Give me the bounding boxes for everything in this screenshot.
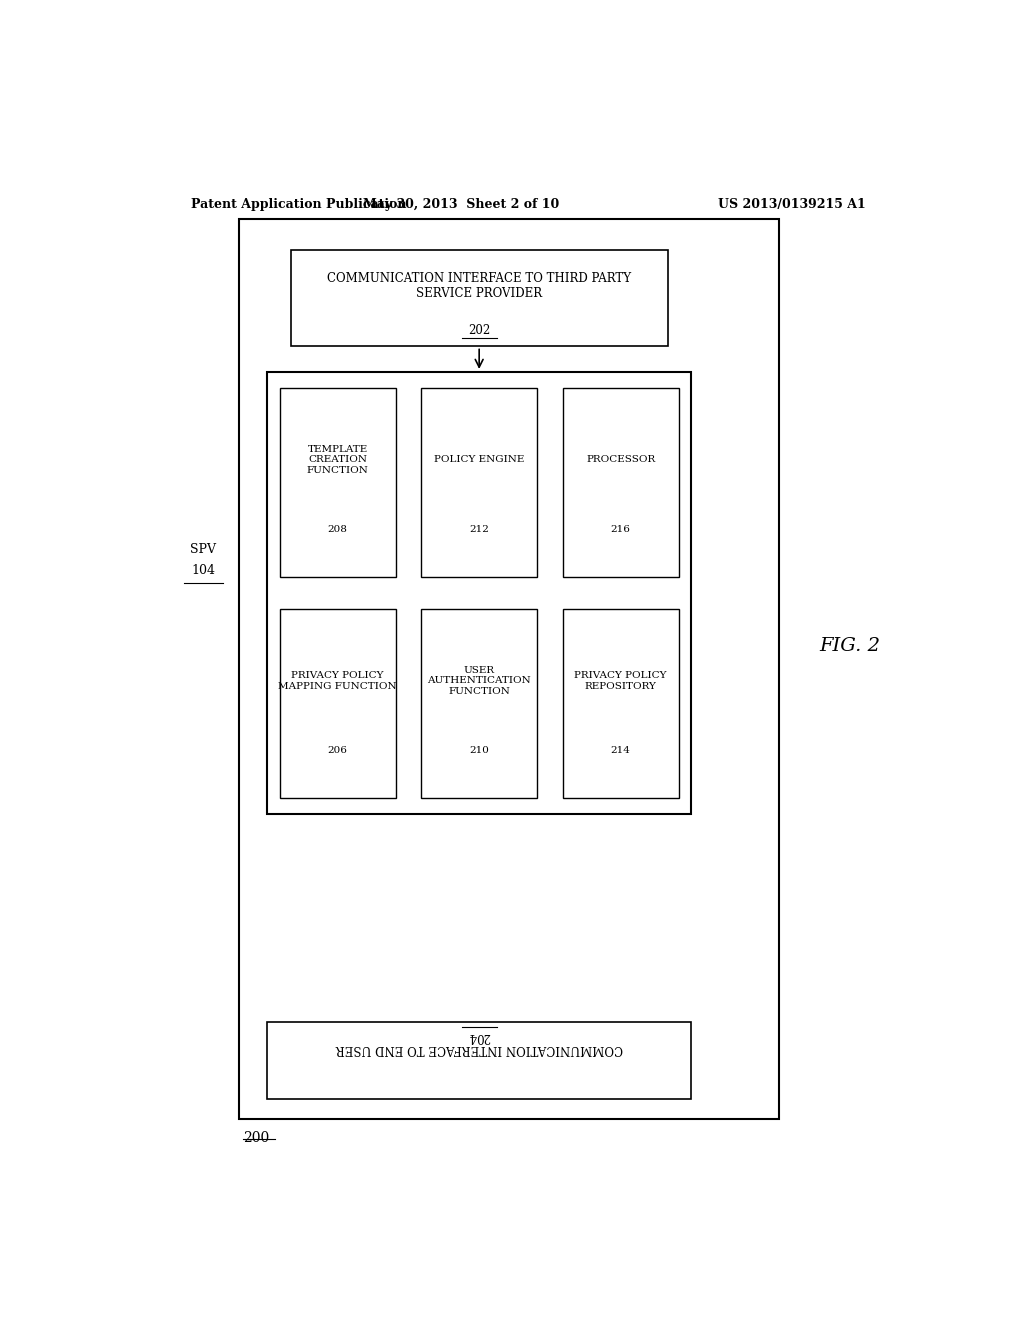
Text: PRIVACY POLICY
MAPPING FUNCTION: PRIVACY POLICY MAPPING FUNCTION bbox=[279, 671, 397, 690]
Text: PRIVACY POLICY
REPOSITORY: PRIVACY POLICY REPOSITORY bbox=[574, 671, 667, 690]
Text: May 30, 2013  Sheet 2 of 10: May 30, 2013 Sheet 2 of 10 bbox=[364, 198, 559, 211]
Text: 206: 206 bbox=[328, 746, 347, 755]
Text: COMMUNICATION INTERFACE TO THIRD PARTY
SERVICE PROVIDER: COMMUNICATION INTERFACE TO THIRD PARTY S… bbox=[327, 272, 631, 300]
Bar bbox=[421, 388, 538, 577]
Text: COMMUNICATION INTERFACE TO END USER: COMMUNICATION INTERFACE TO END USER bbox=[336, 1041, 623, 1055]
Text: POLICY ENGINE: POLICY ENGINE bbox=[434, 455, 524, 465]
Text: PROCESSOR: PROCESSOR bbox=[586, 455, 655, 465]
Text: 212: 212 bbox=[469, 525, 489, 535]
Text: FIG. 2: FIG. 2 bbox=[819, 638, 881, 655]
Text: 202: 202 bbox=[468, 323, 490, 337]
Text: SPV: SPV bbox=[190, 544, 216, 556]
Text: 104: 104 bbox=[191, 564, 215, 577]
Text: 214: 214 bbox=[610, 746, 631, 755]
Text: Patent Application Publication: Patent Application Publication bbox=[191, 198, 407, 211]
Text: 216: 216 bbox=[610, 525, 631, 535]
Text: 210: 210 bbox=[469, 746, 489, 755]
Bar bbox=[240, 219, 779, 1119]
Bar bbox=[562, 609, 679, 797]
Bar bbox=[267, 1022, 691, 1098]
Bar bbox=[280, 609, 395, 797]
Text: 204: 204 bbox=[468, 1030, 490, 1043]
Text: TEMPLATE
CREATION
FUNCTION: TEMPLATE CREATION FUNCTION bbox=[307, 445, 369, 475]
Bar bbox=[291, 249, 668, 346]
Bar bbox=[280, 388, 395, 577]
Bar bbox=[421, 609, 538, 797]
Text: 200: 200 bbox=[243, 1131, 269, 1144]
Bar bbox=[562, 388, 679, 577]
Text: 208: 208 bbox=[328, 525, 347, 535]
Text: US 2013/0139215 A1: US 2013/0139215 A1 bbox=[718, 198, 866, 211]
Bar bbox=[267, 372, 691, 814]
Text: USER
AUTHENTICATION
FUNCTION: USER AUTHENTICATION FUNCTION bbox=[427, 665, 531, 696]
